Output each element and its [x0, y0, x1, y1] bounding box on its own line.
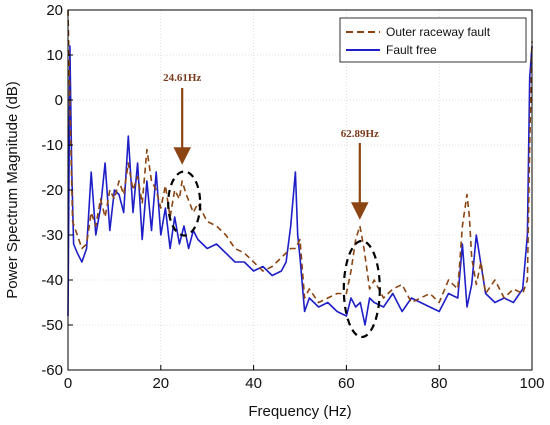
- legend-label-free: Fault free: [386, 43, 437, 57]
- legend-box: [339, 17, 527, 63]
- y-tick-label: 20: [46, 2, 63, 19]
- x-axis-label: Frequency (Hz): [248, 403, 351, 420]
- legend-label-fault: Outer raceway fault: [386, 25, 491, 39]
- x-tick-label: 20: [152, 375, 169, 392]
- highlight-ellipse: [167, 170, 202, 237]
- x-tick-label: 100: [519, 375, 544, 392]
- y-axis-label: Power Spectrum Magnitude (dB): [4, 81, 21, 299]
- y-tick-label: -20: [41, 182, 63, 199]
- x-tick-label: 0: [64, 375, 72, 392]
- highlight-ellipse: [342, 239, 381, 339]
- y-tick-label: -10: [41, 137, 63, 154]
- annotation-layer: 24.61Hz 62.89Hz: [163, 72, 381, 339]
- y-tick-label: -50: [41, 317, 63, 334]
- x-tick-label: 60: [338, 375, 355, 392]
- y-tick-label: 10: [46, 47, 63, 64]
- x-tick-label: 40: [245, 375, 262, 392]
- series-layer: [67, 9, 533, 326]
- legend: Outer raceway fault Fault free: [339, 17, 527, 63]
- series-line-outer-raceway-fault: [67, 9, 533, 304]
- y-tick-label: -40: [41, 272, 63, 289]
- y-tick-label: 0: [55, 92, 63, 109]
- x-tick-label: 80: [431, 375, 448, 392]
- y-tick-label: -60: [41, 362, 63, 379]
- series-line-fault-free: [67, 45, 533, 326]
- y-tick-label: -30: [41, 227, 63, 244]
- annotation-label: 24.61Hz: [163, 72, 201, 84]
- annotation-label: 62.89Hz: [341, 128, 379, 140]
